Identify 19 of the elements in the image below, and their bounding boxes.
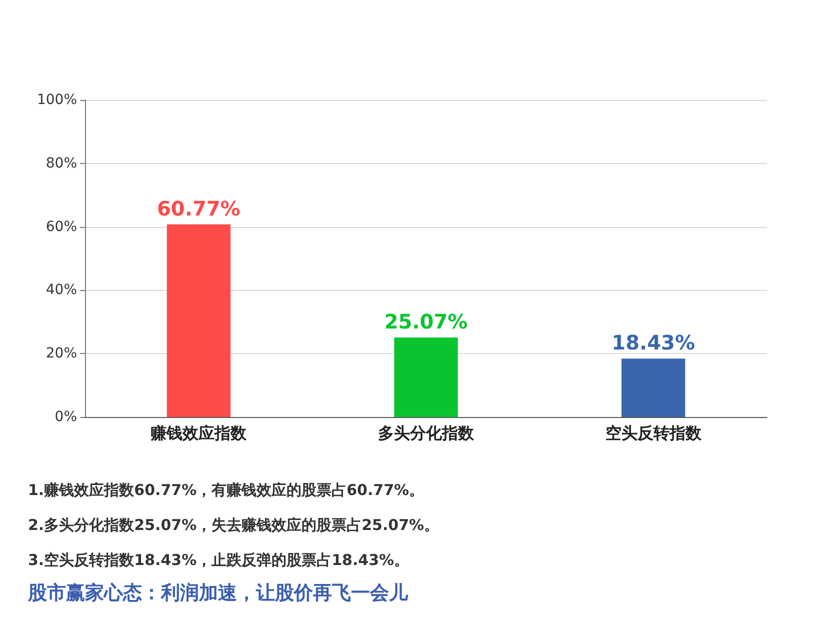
x-tick-label: 赚钱效应指数: [150, 424, 248, 442]
bar: [394, 338, 458, 417]
text: 2.多头分化指数25.07%，失去赚钱效应的股票占25.07%。: [28, 515, 440, 535]
y-tick-label: 100%: [36, 92, 77, 108]
data-label: 25.07%: [384, 310, 468, 334]
y-tick-label: 80%: [46, 155, 77, 172]
y-tick-label: 40%: [46, 282, 77, 298]
bar: [166, 224, 230, 417]
data-label: 60.77%: [157, 196, 240, 220]
data-label: 18.43%: [612, 330, 695, 355]
bar: [622, 358, 686, 417]
y-tick-label: 0%: [54, 409, 77, 425]
text: 1.赚钱效应指数60.77%，有赚钱效应的股票占60.77%。: [28, 480, 426, 500]
y-tick-label: 20%: [46, 346, 77, 362]
x-tick-label: 空头反转指数: [605, 424, 702, 442]
x-tick-label: 多头分化指数: [378, 424, 475, 442]
text: 3.空头反转指数18.43%，止跌反弹的股票占18.43%。: [28, 550, 410, 570]
y-tick-label: 60%: [46, 218, 77, 235]
text: 股市赢家心态：利润加速，让股价再飞一会儿: [28, 582, 410, 604]
